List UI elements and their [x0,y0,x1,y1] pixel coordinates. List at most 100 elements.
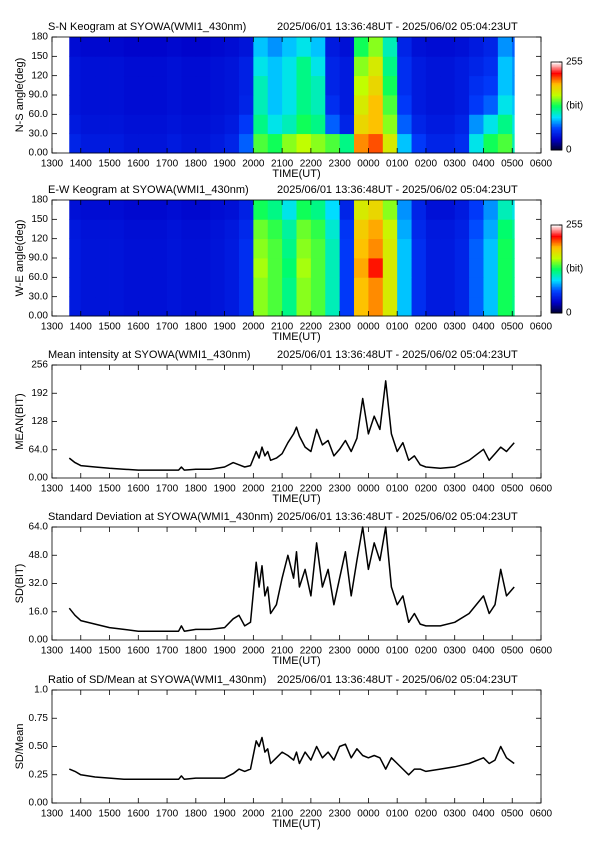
heat-cell [296,296,312,317]
heat-cell [267,37,283,57]
heat-cell [152,258,168,278]
colorbar-swatch [551,145,562,148]
heat-cell [325,277,341,298]
heat-cell [253,75,269,96]
x-tick-label: 1600 [127,809,150,820]
heat-cell [238,133,254,154]
x-tick-label: 1300 [41,322,64,333]
colorbar-swatch [551,261,562,264]
colorbar-swatch [551,103,562,106]
heat-cell [339,296,355,317]
heat-cell [325,133,341,154]
y-tick-label: 48.0 [29,550,49,561]
heat-cell [238,219,254,240]
heat-cell [454,238,470,259]
colorbar-tick-label: 0 [566,308,572,319]
colorbar-swatch [551,114,562,117]
heat-cell [195,200,211,220]
y-axis-label: MEAN(BIT) [14,393,26,449]
heat-cell [80,219,96,240]
colorbar-swatch [551,257,562,260]
x-tick-label: 0500 [501,646,524,657]
heat-cell [69,56,82,77]
x-tick-label: 1900 [213,484,236,495]
heat-cell [354,133,369,154]
heat-cell [167,296,182,317]
heat-cell [497,37,513,57]
colorbar-swatch [551,94,562,97]
colorbar-swatch [551,138,562,141]
heat-cell [425,56,441,77]
colorbar-swatch [551,92,562,95]
heat-cell [195,296,211,317]
heat-cell [253,95,269,115]
heat-cell [483,277,499,298]
heat-cell [95,114,110,135]
x-tick-label: 0200 [415,159,438,170]
colorbar-swatch [551,79,562,82]
colorbar-swatch [551,229,562,232]
heat-cell [109,133,125,154]
colorbar-swatch [551,274,562,277]
heat-cell [167,200,182,220]
colorbar-swatch [551,63,562,66]
heat-cell [282,296,297,317]
colorbar-swatch [551,120,562,123]
colorbar-swatch [551,269,562,271]
heat-cell [138,114,154,135]
heat-cell [267,200,283,220]
colorbar-swatch [551,227,562,230]
heat-cell [296,200,312,220]
heat-cell [411,277,427,298]
heat-cell [469,75,484,96]
colorbar-swatch [551,142,562,145]
heat-cell [454,258,470,278]
heat-cell [69,200,82,220]
heat-cell [109,277,125,298]
heat-cell [267,75,283,96]
colorbar-swatch [551,116,562,119]
heat-cell [69,95,82,115]
heat-cell [195,277,211,298]
colorbar-swatch [551,128,562,130]
heat-cell [339,114,355,135]
heat-cell [497,95,513,115]
colorbar-swatch [551,147,562,150]
heat-cell [210,133,225,154]
heat-cell [152,238,168,259]
heat-cell [310,95,326,115]
heat-cell [282,56,297,77]
heat-cell [325,56,341,77]
x-tick-label: 0000 [357,646,380,657]
y-tick-label: 180 [31,32,48,43]
colorbar-tick-label: 0 [566,145,572,156]
x-tick-label: 0600 [530,484,553,495]
heat-cell [267,296,283,317]
x-tick-label: 1600 [127,484,150,495]
colorbar-swatch [551,283,562,286]
heat-cell [95,200,110,220]
heat-cell [368,133,384,154]
heat-cell [411,219,427,240]
heat-cell [296,219,312,240]
x-tick-label: 2000 [242,159,265,170]
heat-cell [123,114,139,135]
heat-cell [368,75,384,96]
heat-cell [382,37,398,57]
colorbar-swatch [551,123,562,126]
panel: Ratio of SD/Mean at SYOWA(WMI1_430nm) 202… [14,674,553,830]
x-tick-label: 2100 [271,484,294,495]
heat-cell [138,95,154,115]
heat-cell [267,95,283,115]
colorbar-swatch [551,310,562,313]
heat-cell [138,277,154,298]
heat-cell [267,238,283,259]
heat-cell [325,238,341,259]
heat-cell [440,75,456,96]
panel: S-N Keogram at SYOWA(WMI1_430nm) 2025/06/… [14,21,583,180]
x-tick-label: 1800 [185,322,208,333]
heat-cell [296,56,312,77]
y-tick-label: 30.0 [29,128,49,139]
heat-cell [425,95,441,115]
y-tick-label: 0.25 [29,769,49,780]
